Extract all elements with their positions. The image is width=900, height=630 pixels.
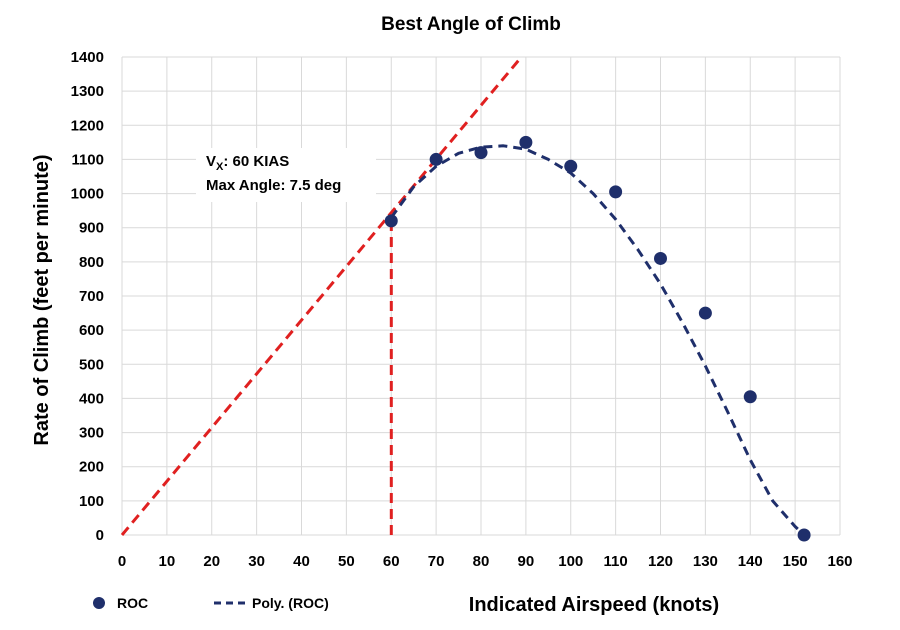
y-tick-label: 0 (96, 527, 104, 544)
y-tick-label: 900 (79, 220, 104, 237)
x-axis-ticks: 0 10 20 30 40 50 60 70 80 90 100 110 120 130 140 150 160 (118, 553, 853, 570)
y-axis-label: Rate of Climb (feet per minute) (31, 154, 53, 445)
x-tick-label: 40 (293, 553, 310, 570)
y-axis-ticks: 0 100 200 300 400 500 600 700 800 900 1000 1100 1200… (71, 49, 104, 544)
x-tick-label: 160 (827, 553, 852, 570)
legend-poly-label: Poly. (ROC) (252, 595, 329, 611)
x-tick-label: 80 (473, 553, 490, 570)
x-tick-label: 30 (248, 553, 265, 570)
vx-subscript: X (216, 161, 224, 173)
x-tick-label: 60 (383, 553, 400, 570)
roc-point (564, 159, 578, 173)
roc-point (797, 528, 811, 542)
x-tick-label: 70 (428, 553, 445, 570)
y-tick-label: 700 (79, 288, 104, 305)
max-angle-label: Max Angle: 7.5 deg (206, 177, 341, 194)
roc-point (429, 152, 443, 166)
x-tick-label: 140 (738, 553, 763, 570)
legend-roc-label: ROC (117, 595, 148, 611)
x-tick-label: 110 (604, 553, 628, 570)
y-tick-label: 100 (79, 493, 104, 510)
y-tick-label: 1100 (71, 151, 104, 168)
y-tick-label: 300 (79, 425, 104, 442)
roc-point (519, 135, 533, 149)
vx-label: VX: 60 KIAS (206, 153, 289, 173)
x-axis-label: Indicated Airspeed (knots) (469, 594, 719, 616)
legend: ROC Poly. (ROC) (93, 595, 329, 611)
y-tick-label: 800 (79, 254, 104, 271)
x-tick-label: 120 (648, 553, 673, 570)
annotation: VX: 60 KIAS Max Angle: 7.5 deg (196, 148, 376, 202)
x-tick-label: 150 (783, 553, 808, 570)
vx-value: : 60 KIAS (223, 153, 289, 170)
y-tick-label: 1000 (71, 186, 104, 203)
x-tick-label: 100 (558, 553, 583, 570)
roc-point (743, 390, 757, 404)
chart-title: Best Angle of Climb (381, 14, 561, 35)
roc-point (698, 306, 712, 320)
x-tick-label: 0 (118, 553, 126, 570)
legend-item-roc: ROC (93, 595, 148, 611)
x-tick-label: 50 (338, 553, 355, 570)
y-tick-label: 500 (79, 356, 104, 373)
annotation-background (196, 148, 376, 202)
x-tick-label: 130 (693, 553, 718, 570)
y-tick-label: 1300 (71, 83, 104, 100)
x-tick-label: 20 (203, 553, 220, 570)
grid (121, 56, 841, 536)
poly-roc-trendline (390, 144, 806, 537)
y-tick-label: 400 (79, 390, 104, 407)
vx-prefix: V (206, 153, 216, 170)
tangent-line (120, 56, 523, 536)
legend-roc-marker (93, 597, 105, 609)
y-tick-label: 200 (79, 459, 104, 476)
roc-point (384, 214, 398, 228)
y-tick-label: 1200 (71, 117, 104, 134)
roc-point (609, 185, 623, 199)
x-tick-label: 10 (159, 553, 176, 570)
x-tick-label: 90 (518, 553, 535, 570)
y-tick-label: 1400 (71, 49, 104, 66)
legend-item-poly: Poly. (ROC) (214, 595, 329, 611)
roc-point (474, 146, 488, 160)
roc-point (654, 251, 667, 265)
plot-area (120, 56, 811, 542)
y-tick-label: 600 (79, 322, 104, 339)
